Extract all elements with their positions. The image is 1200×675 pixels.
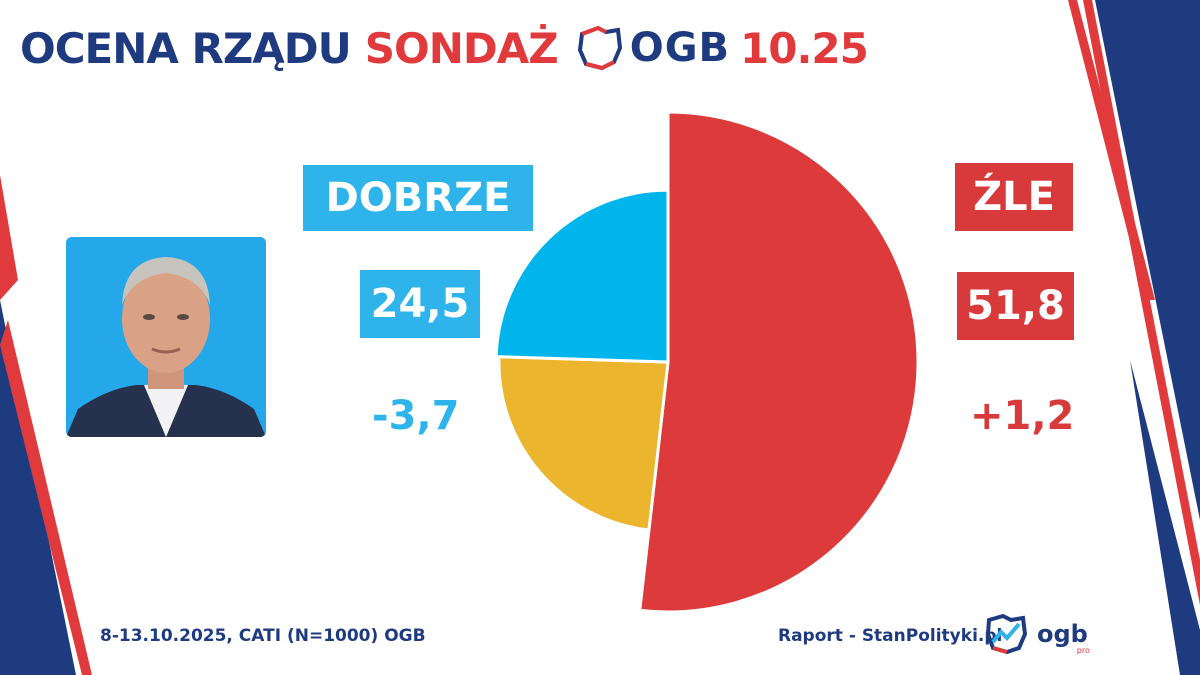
dobrze-change: -3,7 [372,393,460,439]
zle-change: +1,2 [970,393,1075,439]
ogb-logo: OGB [576,24,730,72]
pie-slice-dobrze [494,188,670,364]
title-date: 10.25 [740,23,869,73]
ogb-pro-brand-text: ogb [1037,620,1088,648]
dobrze-value: 24,5 [360,270,480,338]
footer-report: Raport - StanPolityki.pl [778,626,1003,646]
politician-photo [66,237,266,437]
zle-label: ŹLE [955,163,1073,231]
ogb-pro-sub: pro [1076,646,1090,655]
ogb-pro-logo-icon [985,613,1028,655]
right-navy-stripe [1095,0,1200,520]
ogb-pro-brand: ogb pro [1037,620,1090,655]
logo-text: OGB [629,25,731,71]
pie-slice--le [638,110,920,614]
footer-source: 8-13.10.2025, CATI (N=1000) OGB [100,626,426,646]
dobrze-label: DOBRZE [303,165,533,231]
portrait-image [66,237,266,437]
right-thin-red-stripe [1068,0,1155,300]
right-lower-navy-stripe [1130,360,1200,675]
title-part2: SONDAŻ [364,23,559,73]
left-red-stripe [0,175,18,300]
page-title: OCENA RZĄDU SONDAŻ OGB 10.25 [20,18,869,78]
title-part1: OCENA RZĄDU [20,23,352,73]
ogb-pro-logo: ogb pro [985,612,1090,656]
left-thin-red-stripe [0,320,92,675]
pie-slice-nie-wiem [497,355,670,532]
poland-outline-logo-icon [577,25,622,71]
zle-value: 51,8 [957,272,1074,340]
